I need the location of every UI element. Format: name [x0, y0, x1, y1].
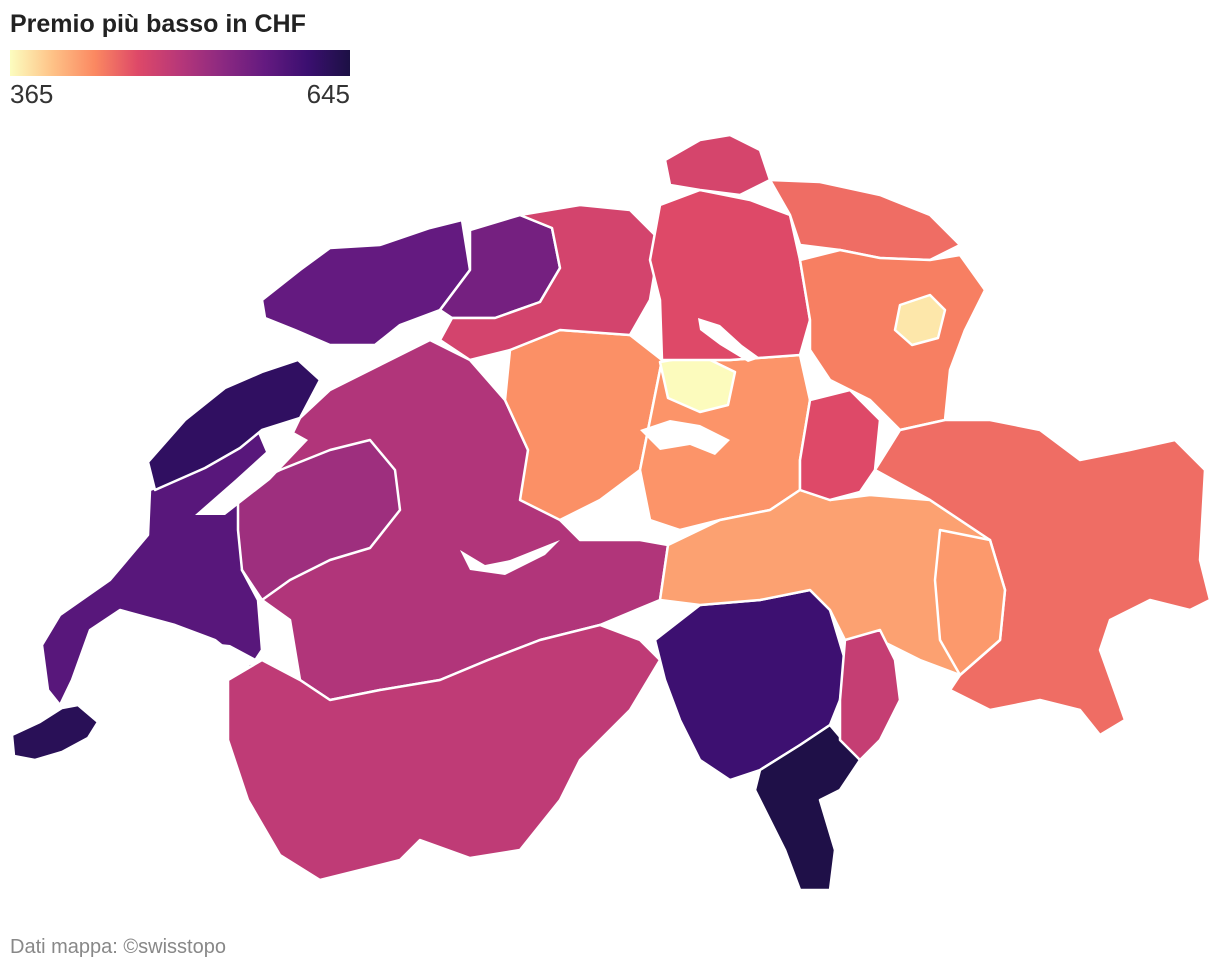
- region-lucerna: [503, 328, 664, 522]
- region-vallese: [226, 623, 662, 882]
- region-sciaffusa: [663, 133, 772, 197]
- region-ticino-sud: [753, 723, 862, 892]
- map-credit: Dati mappa: ©swisstopo: [10, 936, 226, 958]
- region-argovia: [438, 203, 662, 362]
- region-appenzello: [893, 293, 947, 347]
- region-zurigo: [648, 188, 812, 362]
- region-glarona: [798, 388, 882, 502]
- region-mesolcina: [838, 628, 902, 762]
- legend-min-label: 365: [10, 79, 54, 109]
- region-san-gallo: [798, 248, 987, 432]
- lake-thun-brienz: [460, 540, 560, 575]
- lake-lemano: [65, 640, 258, 700]
- color-scale-legend: [10, 50, 350, 76]
- region-neuchatel: [146, 358, 322, 492]
- region-ginevra: [10, 703, 100, 762]
- lake-zurigo: [698, 318, 760, 362]
- region-giura: [260, 218, 472, 347]
- region-friburgo: [236, 438, 402, 602]
- lake-quattro-cantoni: [640, 420, 730, 455]
- map-title: Premio più basso in CHF: [10, 10, 306, 38]
- region-engadina: [933, 528, 1007, 677]
- legend-max-label: 645: [306, 79, 350, 109]
- lake-neuchatel: [195, 430, 308, 515]
